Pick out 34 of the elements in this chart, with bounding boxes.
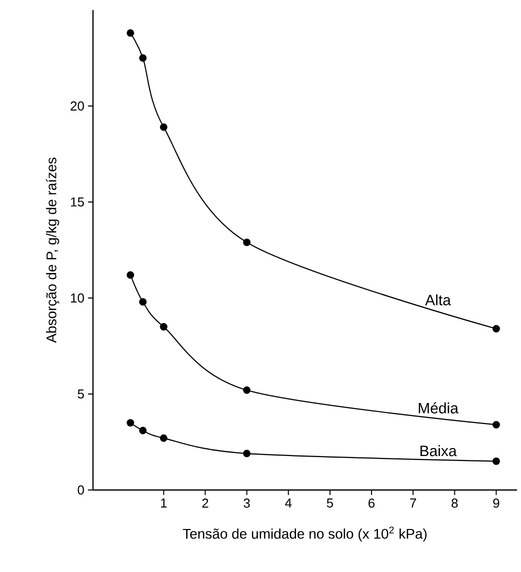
x-tick-label: 1 [161, 498, 167, 508]
point [139, 426, 147, 434]
x-tick-label: 4 [285, 498, 292, 508]
point [492, 324, 500, 332]
series-label: Alta [425, 294, 451, 306]
x-tick-label: 7 [410, 498, 416, 508]
x-tick-label: 3 [244, 498, 250, 508]
point [160, 123, 168, 131]
point [126, 419, 134, 427]
x-tick-label: 8 [452, 498, 458, 508]
y-axis-title: Absorção de P, g/kg de raízes [46, 158, 60, 343]
point [243, 450, 251, 458]
point [492, 420, 500, 428]
x-tick-label: 2 [202, 498, 208, 508]
series-label: Média [418, 402, 458, 414]
point [160, 434, 168, 442]
y-tick-label: 10 [71, 293, 84, 303]
point [126, 271, 134, 279]
point [160, 323, 168, 331]
y-tick-label: 15 [71, 197, 84, 207]
point [139, 298, 147, 306]
point [139, 54, 147, 62]
series-label: Baixa [420, 445, 457, 456]
point [243, 238, 251, 246]
x-tick-label: 9 [493, 498, 500, 508]
x-axis-title: Tensão de umidade no solo (x 10$^{2}$ kPa) [182, 526, 427, 542]
x-tick-label: 5 [326, 498, 334, 508]
y-tick-label: 0 [78, 485, 84, 495]
point [243, 386, 251, 394]
y-tick-label: 20 [70, 101, 84, 111]
x-tick-label: 6 [368, 498, 375, 508]
point [126, 29, 134, 37]
point [492, 457, 500, 465]
y-tick-label: 5 [78, 389, 84, 399]
